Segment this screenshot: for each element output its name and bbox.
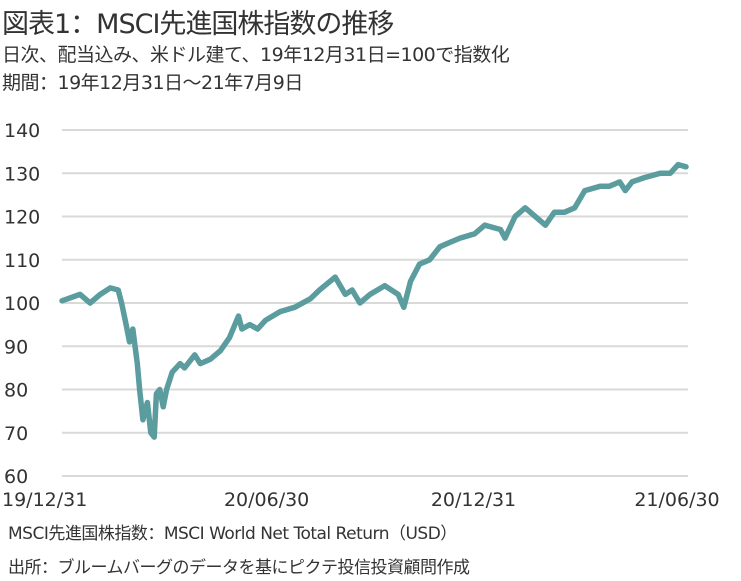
x-tick-label: 21/06/30	[634, 489, 719, 511]
series-line-msci-world	[59, 161, 689, 440]
y-tick-label: 120	[4, 207, 40, 229]
y-tick-label: 110	[4, 250, 40, 272]
chart-period: 期間：19年12月31日～21年7月9日	[2, 72, 303, 94]
x-tick-label: 20/06/30	[224, 489, 309, 511]
y-tick-label: 60	[4, 466, 28, 488]
footnote: MSCI先進国株指数：MSCI World Net Total Return（U…	[8, 524, 457, 544]
y-tick-label: 100	[4, 293, 40, 315]
y-tick-label: 80	[4, 380, 28, 402]
y-tick-label: 130	[4, 163, 40, 185]
y-tick-label: 140	[4, 120, 40, 142]
chart-subtitle: 日次、配当込み、米ドル建て、19年12月31日=100で指数化	[2, 44, 510, 66]
y-tick-label: 70	[4, 423, 28, 445]
source-note: 出所：ブルームバーグのデータを基にピクテ投信投資顧問作成	[8, 558, 470, 578]
chart-title: 図表1：MSCI先進国株指数の推移	[2, 9, 394, 40]
x-tick-label: 19/12/31	[2, 489, 87, 511]
y-tick-label: 90	[4, 336, 28, 358]
x-tick-label: 20/12/31	[431, 489, 516, 511]
